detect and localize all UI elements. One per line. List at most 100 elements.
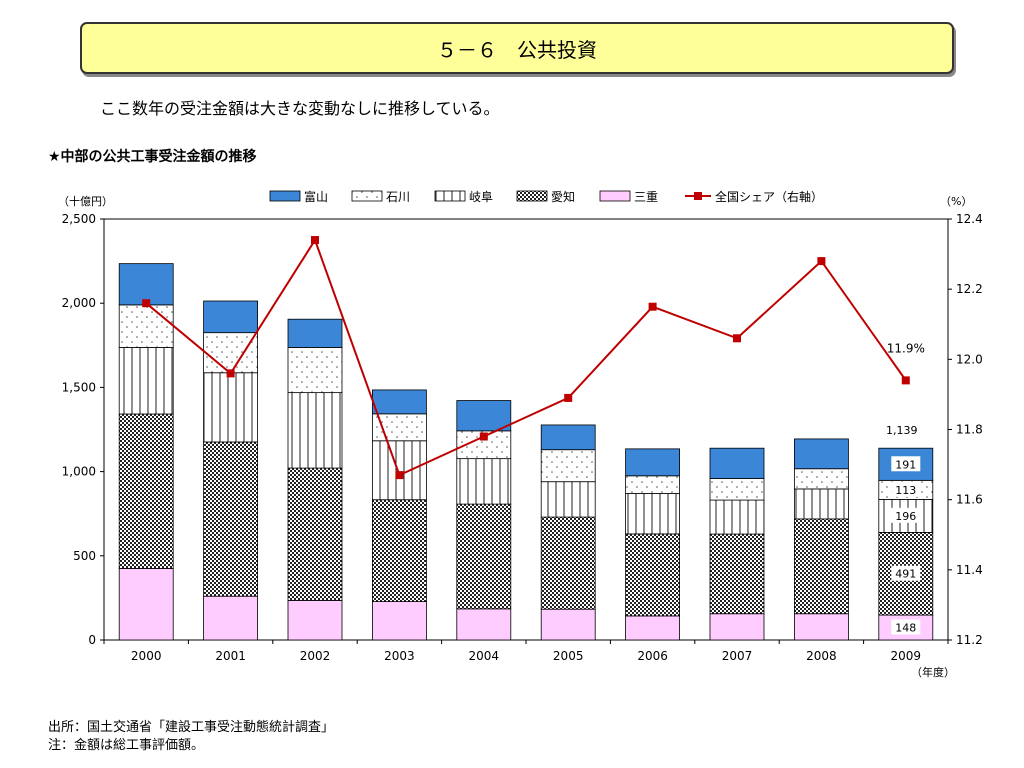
bar-segment bbox=[118, 413, 174, 569]
bar-segment bbox=[203, 332, 259, 374]
y-tick-label: 0 bbox=[88, 633, 96, 647]
source-note: 出所：国土交通省「建設工事受注動態統計調査」 bbox=[48, 720, 335, 735]
bar-segment bbox=[456, 400, 512, 432]
legend-label: 岐阜 bbox=[469, 190, 493, 204]
x-tick-label: 2007 bbox=[722, 649, 753, 663]
share-line bbox=[145, 237, 907, 477]
data-label: 196 bbox=[895, 510, 916, 523]
bar-segment bbox=[709, 478, 765, 501]
bar-segment bbox=[203, 595, 259, 641]
data-label-bg bbox=[891, 481, 921, 497]
bar-segment bbox=[118, 347, 174, 415]
y-tick-label: 500 bbox=[73, 549, 96, 563]
data-label: 491 bbox=[895, 568, 916, 581]
bar-segment bbox=[371, 389, 427, 415]
bar-segment bbox=[709, 499, 765, 535]
share-marker bbox=[817, 257, 826, 266]
share-marker bbox=[311, 236, 319, 245]
bar-segment bbox=[118, 263, 174, 306]
bar-segment bbox=[371, 499, 427, 603]
x-tick-label: 2003 bbox=[384, 649, 415, 663]
total-label: 1,139 bbox=[886, 424, 918, 437]
bar-segment bbox=[371, 413, 427, 442]
bar-segment bbox=[456, 608, 512, 641]
data-label: 191 bbox=[895, 458, 916, 471]
share-marker bbox=[564, 393, 573, 402]
x-tick-label: 2005 bbox=[553, 649, 584, 663]
legend-swatch bbox=[516, 190, 548, 202]
legend-label: 石川 bbox=[386, 190, 410, 204]
share-marker bbox=[648, 302, 657, 311]
bar-segment bbox=[118, 304, 174, 348]
bar-segment bbox=[287, 467, 343, 601]
bar-segment bbox=[709, 533, 765, 615]
bar-segment bbox=[540, 424, 596, 451]
bar-segment bbox=[456, 458, 512, 505]
legend-marker bbox=[694, 192, 702, 200]
legend-swatch bbox=[351, 190, 383, 202]
share-marker bbox=[733, 334, 741, 343]
summary-text: ここ数年の受注金額は大きな変動なしに推移している。 bbox=[100, 99, 500, 118]
x-tick-label: 2000 bbox=[131, 649, 162, 663]
x-tick-label: 2002 bbox=[300, 649, 331, 663]
y-tick-label: 2,500 bbox=[62, 212, 96, 226]
bar-segment bbox=[371, 601, 427, 641]
legend-label: 愛知 bbox=[551, 190, 575, 204]
bar-segment bbox=[118, 568, 174, 641]
x-tick-label: 2001 bbox=[215, 649, 246, 663]
y2-tick-label: 11.2 bbox=[956, 633, 983, 647]
bar-segment bbox=[540, 481, 596, 518]
legend-swatch bbox=[599, 190, 631, 202]
bar-segment bbox=[625, 615, 680, 641]
share-marker bbox=[395, 471, 404, 480]
bar-segment bbox=[625, 475, 680, 494]
data-label: 148 bbox=[895, 622, 916, 635]
bar-segment bbox=[709, 613, 765, 641]
y-tick-label: 1,000 bbox=[62, 465, 96, 479]
bar-segment bbox=[203, 300, 259, 334]
page-title-box: ５－６ 公共投資 bbox=[80, 22, 954, 74]
share-marker bbox=[479, 432, 488, 441]
bar-segment bbox=[625, 493, 680, 535]
y-axis-unit: （十億円） bbox=[58, 194, 113, 208]
data-label-bg bbox=[891, 565, 921, 581]
share-marker bbox=[901, 376, 910, 385]
bar-segment bbox=[794, 438, 849, 470]
bar-segment bbox=[287, 318, 343, 348]
footnote: 注：金額は総工事評価額。 bbox=[48, 738, 205, 753]
bar-segment bbox=[625, 448, 680, 477]
legend-label: 富山 bbox=[304, 189, 328, 204]
y2-tick-label: 11.4 bbox=[956, 563, 983, 577]
y2-tick-label: 11.6 bbox=[956, 493, 983, 507]
data-label-bg bbox=[891, 456, 921, 472]
bar-segment bbox=[203, 441, 259, 597]
data-label-bg bbox=[891, 507, 921, 523]
x-axis-unit: （年度） bbox=[911, 665, 955, 679]
bar-segment bbox=[540, 608, 596, 641]
x-tick-label: 2004 bbox=[469, 649, 500, 663]
bar-segment bbox=[540, 516, 596, 610]
y2-tick-label: 12.0 bbox=[956, 352, 983, 366]
y-tick-label: 1,500 bbox=[62, 380, 96, 394]
data-label-bg bbox=[891, 619, 921, 635]
y2-tick-label: 12.4 bbox=[956, 212, 983, 226]
bar-segment bbox=[203, 372, 259, 443]
x-tick-label: 2009 bbox=[891, 649, 922, 663]
legend-swatch bbox=[434, 190, 466, 202]
bar-segment bbox=[794, 613, 849, 641]
y2-axis-unit: （%） bbox=[940, 195, 972, 208]
legend-label: 三重 bbox=[634, 190, 658, 204]
bar-segment bbox=[287, 347, 343, 394]
bar-segment bbox=[540, 449, 596, 483]
y2-tick-label: 12.2 bbox=[956, 282, 983, 296]
bar-segment bbox=[794, 518, 849, 615]
bar-segment bbox=[287, 600, 343, 641]
legend-label: 全国シェア（右軸） bbox=[715, 189, 823, 204]
x-tick-label: 2006 bbox=[637, 649, 668, 663]
share-label: 11.9% bbox=[887, 341, 925, 355]
bar-segment bbox=[287, 392, 343, 469]
bar-segment bbox=[794, 488, 849, 520]
data-label: 113 bbox=[895, 484, 916, 497]
page-title: ５－６ 公共投資 bbox=[437, 37, 597, 62]
